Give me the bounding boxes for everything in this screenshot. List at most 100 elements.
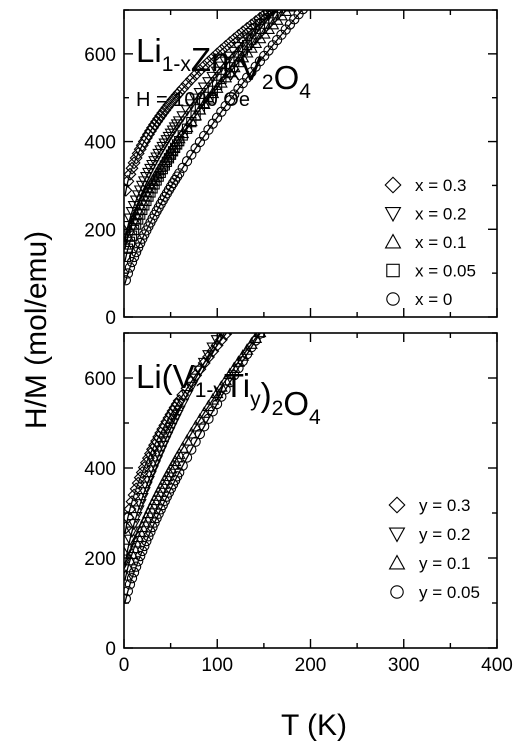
data-point — [233, 300, 244, 310]
data-point — [487, 7, 496, 16]
data-point — [186, 444, 197, 455]
x-tick-label: 100 — [201, 655, 233, 676]
series-bottom-3 — [124, 0, 505, 604]
data-point — [422, 45, 433, 55]
data-point — [490, 55, 501, 65]
data-point — [289, 249, 301, 261]
data-point — [206, 342, 220, 355]
data-point — [124, 521, 133, 535]
data-point — [133, 556, 144, 567]
data-point — [477, 69, 488, 79]
data-point — [272, 241, 283, 251]
data-point — [310, 186, 321, 196]
data-point — [193, 87, 207, 100]
data-point — [130, 246, 142, 258]
data-point — [177, 460, 188, 471]
data-point — [176, 398, 190, 411]
data-point — [362, 118, 373, 128]
legend-marker — [388, 554, 406, 570]
data-point — [233, 312, 245, 324]
data-point — [323, 168, 334, 178]
data-point — [284, 222, 295, 232]
x-tick-label: 300 — [388, 655, 420, 676]
data-point — [430, 35, 441, 45]
x-tick-label: 0 — [119, 655, 130, 676]
data-point — [469, 77, 480, 87]
data-point — [263, 253, 274, 263]
data-point — [396, 76, 407, 86]
data-point — [180, 390, 194, 402]
data-point — [357, 124, 368, 134]
data-point — [294, 270, 303, 279]
data-point — [448, 56, 457, 65]
data-point — [202, 77, 215, 89]
data-point — [203, 413, 214, 424]
data-point — [379, 97, 390, 107]
data-point — [470, 29, 479, 38]
data-point — [128, 251, 140, 263]
data-point — [456, 95, 468, 107]
data-point — [443, 20, 454, 30]
data-point — [181, 452, 193, 463]
data-point — [240, 32, 254, 45]
data-point — [124, 553, 137, 566]
data-point — [496, 0, 505, 5]
data-point — [314, 250, 325, 260]
data-point — [290, 276, 299, 285]
data-point — [349, 135, 360, 145]
data-point — [400, 142, 412, 154]
data-point — [457, 45, 466, 54]
data-point — [297, 204, 308, 214]
data-point — [396, 155, 407, 165]
data-point — [124, 183, 133, 197]
data-point — [141, 127, 155, 141]
fit-line — [124, 10, 275, 242]
data-point — [237, 293, 248, 303]
data-point — [124, 251, 132, 262]
data-point — [354, 183, 363, 192]
data-point — [280, 258, 292, 270]
data-point — [323, 239, 334, 249]
data-point — [229, 307, 240, 317]
data-point — [280, 228, 291, 238]
data-point — [127, 541, 141, 554]
data-point — [383, 157, 395, 169]
data-point — [189, 68, 203, 82]
data-point — [349, 209, 360, 219]
data-point — [210, 47, 224, 61]
data-point — [244, 28, 258, 40]
data-point — [444, 62, 453, 71]
data-point — [443, 106, 455, 118]
data-point — [333, 214, 342, 223]
data-point — [324, 226, 333, 235]
data-point — [124, 534, 137, 547]
legend-marker — [384, 176, 402, 194]
x-tick-label: 400 — [481, 655, 513, 676]
data-point — [131, 146, 145, 160]
data-point — [135, 550, 146, 562]
data-point — [427, 84, 436, 93]
data-point — [206, 71, 220, 84]
data-point — [156, 106, 170, 120]
data-point — [277, 0, 286, 8]
data-point — [332, 229, 343, 239]
data-point — [375, 102, 386, 112]
legend-label: x = 0.05 — [415, 262, 476, 281]
data-point — [176, 126, 190, 139]
data-point — [370, 184, 381, 194]
data-point — [297, 271, 308, 281]
series-bottom-1 — [124, 20, 454, 567]
data-point — [423, 90, 432, 99]
data-point — [285, 283, 294, 292]
data-point — [172, 405, 186, 418]
data-point — [370, 107, 381, 117]
data-point — [254, 287, 266, 299]
legend-marker — [386, 263, 400, 278]
data-point — [387, 165, 398, 175]
data-point — [263, 277, 275, 289]
data-point — [447, 100, 458, 110]
data-point — [469, 85, 481, 97]
data-point — [276, 234, 287, 244]
data-point — [276, 298, 287, 308]
data-point — [494, 64, 506, 76]
